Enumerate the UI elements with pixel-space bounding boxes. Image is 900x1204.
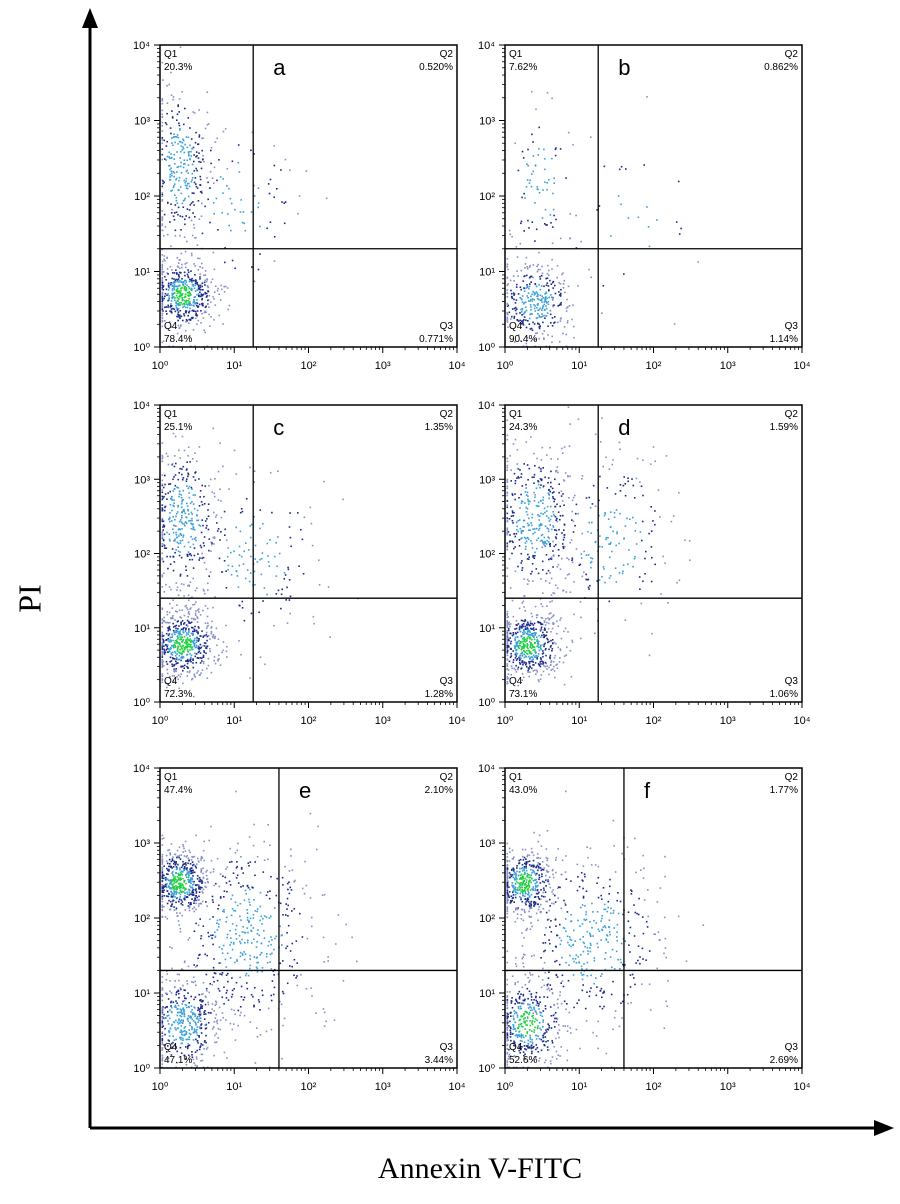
flow-cytometry-figure: 10⁰10¹10²10³10⁴10⁰10¹10²10³10⁴Q120.3%Q20… xyxy=(0,0,900,1199)
plot-panels: 10⁰10¹10²10³10⁴10⁰10¹10²10³10⁴Q120.3%Q20… xyxy=(0,0,900,1199)
